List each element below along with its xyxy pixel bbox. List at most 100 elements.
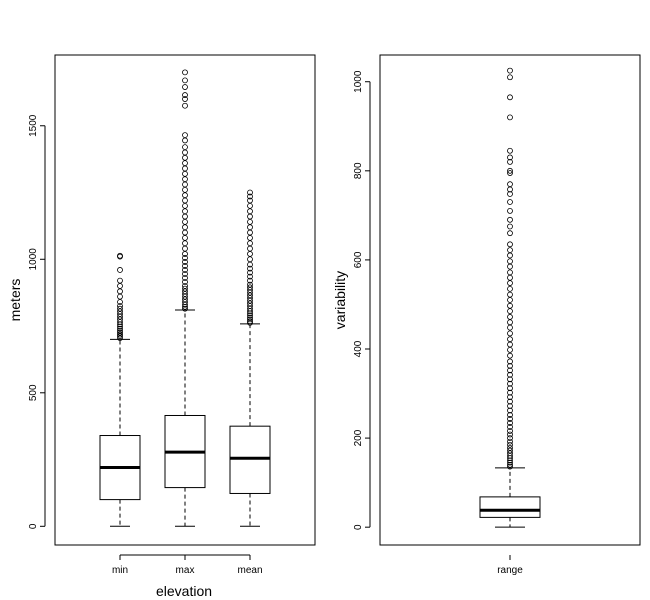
outlier-point [507, 191, 513, 197]
outlier-point [507, 274, 513, 281]
outlier-point [507, 181, 513, 188]
outlier-point [507, 416, 513, 422]
outlier-point [247, 314, 253, 321]
outlier-point [507, 159, 513, 165]
outlier-point [247, 245, 253, 252]
outlier-point [182, 305, 188, 312]
outlier-point [507, 247, 513, 254]
outlier-point [247, 277, 253, 284]
outlier-point [247, 312, 253, 319]
outlier-point [507, 167, 513, 174]
outlier-point [117, 331, 123, 338]
outlier-point [117, 325, 123, 332]
outlier-point [507, 441, 513, 448]
plot-frame [379, 54, 641, 546]
outlier-point [507, 154, 513, 161]
outlier-point [507, 376, 513, 383]
outlier-point [507, 336, 513, 343]
outlier-point [247, 273, 253, 280]
elevation-boxplot-panel: 0 500 1000 1500 min max mean meters elevation [7, 54, 316, 599]
outlier-point [117, 277, 123, 284]
outlier-point [182, 192, 188, 199]
outlier-point [507, 420, 513, 426]
outlier-point [507, 258, 513, 265]
outlier-point [182, 132, 188, 139]
y-tick-label: 600 [353, 251, 364, 268]
outlier-point [117, 327, 123, 334]
outlier-point [182, 245, 188, 252]
outlier-point [507, 280, 513, 286]
outlier-point [507, 398, 513, 405]
y-axis-title: variability [332, 271, 348, 329]
outlier-point [182, 176, 188, 183]
outlier-point [507, 170, 513, 176]
y-tick-label: 200 [353, 429, 364, 446]
outlier-point [507, 424, 513, 430]
outlier-point [507, 403, 513, 409]
outlier-point [182, 279, 188, 285]
outlier-point [117, 252, 123, 259]
outlier-point [117, 283, 123, 289]
box-mean [229, 189, 271, 527]
outlier-point [507, 389, 513, 396]
outlier-point [117, 305, 123, 312]
outlier-point [507, 412, 513, 418]
outlier-point [182, 160, 188, 167]
plot-frame [54, 54, 316, 546]
outlier-point [507, 459, 513, 466]
outlier-point [507, 385, 513, 392]
outlier-point [507, 199, 513, 205]
outlier-point [182, 137, 188, 144]
outlier-point [182, 181, 188, 188]
y-tick-label: 0 [353, 524, 364, 530]
outlier-point [507, 444, 513, 451]
y-tick-label: 800 [353, 162, 364, 179]
outlier-point [247, 284, 253, 291]
outlier-point [507, 463, 513, 470]
outlier-point [247, 281, 253, 288]
outlier-point [182, 271, 188, 277]
y-tick-label: 500 [28, 384, 39, 401]
outlier-point [507, 438, 513, 445]
outlier-point [182, 186, 188, 193]
outlier-point [507, 407, 513, 414]
outlier-point [182, 102, 188, 109]
outlier-point [247, 197, 253, 204]
outlier-point [247, 256, 253, 263]
outlier-point [507, 358, 513, 365]
outlier-point [507, 435, 513, 441]
outlier-point [182, 144, 188, 151]
outlier-point [182, 197, 188, 204]
outlier-point [182, 255, 188, 261]
outlier-point [507, 330, 513, 337]
outlier-point [182, 213, 188, 220]
outlier-point [247, 240, 253, 247]
outlier-point [182, 170, 188, 177]
y-tick-label: 1000 [28, 248, 39, 271]
outlier-point [182, 263, 188, 269]
outlier-point [507, 252, 513, 259]
x-tick-label: range [497, 565, 523, 576]
outlier-point [117, 303, 123, 309]
outlier-point [182, 202, 188, 209]
x-tick-label: mean [237, 565, 262, 576]
outlier-point [507, 319, 513, 326]
outlier-point [182, 283, 188, 289]
outlier-point [507, 428, 513, 434]
outlier-point [247, 202, 253, 209]
outlier-point [247, 310, 253, 317]
outlier-point [247, 316, 253, 323]
outlier-point [507, 380, 513, 387]
x-axis-title: elevation [156, 583, 212, 599]
outlier-point [507, 230, 513, 237]
outlier-point [507, 324, 513, 331]
outlier-point [182, 235, 188, 241]
outlier-point [507, 341, 513, 348]
outlier-point [507, 147, 513, 154]
outlier-point [182, 259, 188, 265]
outlier-point [247, 224, 253, 231]
outlier-point [507, 241, 513, 248]
outlier-point [182, 96, 188, 102]
outlier-point [247, 218, 253, 225]
outlier-point [507, 302, 513, 309]
